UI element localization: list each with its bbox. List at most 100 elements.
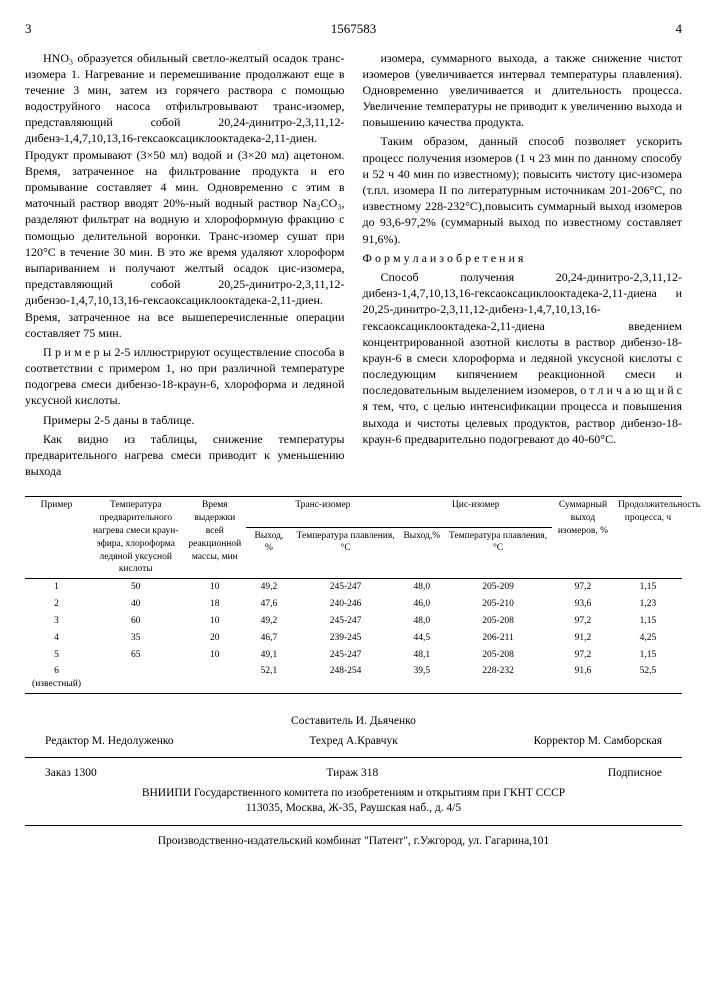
- cell: 93,6: [552, 596, 614, 613]
- cell: 91,2: [552, 630, 614, 647]
- editor: Редактор М. Недолуженко: [45, 734, 174, 750]
- th: Температура плавления,°С: [292, 527, 400, 579]
- formula-text: Способ получения 20,24-динитро-2,3,11,12…: [363, 269, 683, 447]
- formula-title: Ф о р м у л а и з о б р е т е н и я: [363, 250, 683, 266]
- cell: 48,0: [399, 579, 444, 596]
- cell: 10: [183, 613, 246, 630]
- th: Температура предварительного нагрева сме…: [88, 497, 183, 579]
- table-row: 1501049,2245-24748,0205-20997,21,15: [25, 579, 682, 596]
- cell: 1,15: [614, 579, 682, 596]
- corrector: Корректор М. Самборская: [534, 734, 662, 750]
- tehred: Техред А.Кравчук: [309, 734, 398, 750]
- cell: 97,2: [552, 579, 614, 596]
- footer: Составитель И. Дьяченко Редактор М. Недо…: [25, 714, 682, 849]
- cell: 205-208: [444, 647, 552, 664]
- th: Транс-изомер: [246, 497, 399, 527]
- page-num-left: 3: [25, 20, 32, 38]
- cell: 1: [25, 579, 88, 596]
- order: Заказ 1300: [45, 766, 97, 782]
- cell: 228-232: [444, 663, 552, 693]
- cell: 1,23: [614, 596, 682, 613]
- cell: 44,5: [399, 630, 444, 647]
- left-column: HNO₃ образуется обильный светло-желтый о…: [25, 50, 345, 483]
- th: Время выдержки всей реакционной массы, м…: [183, 497, 246, 579]
- results-table: Пример Температура предварительного нагр…: [25, 496, 682, 694]
- th: Суммарный выход изомеров, %: [552, 497, 614, 579]
- cell: 40: [88, 596, 183, 613]
- page-header: 3 1567583 4: [25, 20, 682, 38]
- cell: 245-247: [292, 613, 400, 630]
- printer: Производственно-издательский комбинат "П…: [25, 834, 682, 850]
- th: Цис-изомер: [399, 497, 551, 527]
- cell: 5: [25, 647, 88, 664]
- cell: 97,2: [552, 613, 614, 630]
- table-row: 3601049,2245-24748,0205-20897,21,15: [25, 613, 682, 630]
- text-columns: HNO₃ образуется обильный светло-желтый о…: [25, 50, 682, 483]
- address: 113035, Москва, Ж-35, Раушская наб., д. …: [25, 801, 682, 817]
- cell: 205-210: [444, 596, 552, 613]
- th: Выход, %: [246, 527, 292, 579]
- cell: [88, 663, 183, 693]
- cell: [183, 663, 246, 693]
- para: Таким образом, данный способ позволяет у…: [363, 133, 683, 246]
- table-body: 1501049,2245-24748,0205-20997,21,1524018…: [25, 579, 682, 694]
- cell: 205-208: [444, 613, 552, 630]
- cell: 48,0: [399, 613, 444, 630]
- cell: 245-247: [292, 647, 400, 664]
- cell: 248-254: [292, 663, 400, 693]
- table-row: 5651049,1245-24748,1205-20897,21,15: [25, 647, 682, 664]
- table-head: Пример Температура предварительного нагр…: [25, 497, 682, 579]
- cell: 50: [88, 579, 183, 596]
- cell: 49,1: [246, 647, 292, 664]
- para: HNO₃ образуется обильный светло-желтый о…: [25, 50, 345, 341]
- tirazh: Тираж 318: [326, 766, 378, 782]
- cell: 20: [183, 630, 246, 647]
- cell: 60: [88, 613, 183, 630]
- cell: 6 (известный): [25, 663, 88, 693]
- cell: 65: [88, 647, 183, 664]
- table-row: 2401847,6240-24646,0205-21093,61,23: [25, 596, 682, 613]
- cell: 3: [25, 613, 88, 630]
- cell: 46,0: [399, 596, 444, 613]
- cell: 245-247: [292, 579, 400, 596]
- th: Продолжительность процесса, ч: [614, 497, 682, 579]
- cell: 1,15: [614, 613, 682, 630]
- cell: 240-246: [292, 596, 400, 613]
- th: Выход,%: [399, 527, 444, 579]
- cell: 47,6: [246, 596, 292, 613]
- org: ВНИИПИ Государственного комитета по изоб…: [25, 786, 682, 802]
- cell: 4: [25, 630, 88, 647]
- right-column: изомера, суммарного выхода, а также сниж…: [363, 50, 683, 483]
- cell: 2: [25, 596, 88, 613]
- cell: 48,1: [399, 647, 444, 664]
- cell: 1,15: [614, 647, 682, 664]
- cell: 49,2: [246, 579, 292, 596]
- para: Как видно из таблицы, снижение температу…: [25, 431, 345, 480]
- composer: Составитель И. Дьяченко: [25, 714, 682, 730]
- cell: 4,25: [614, 630, 682, 647]
- subscribe: Подписное: [608, 766, 662, 782]
- cell: 205-209: [444, 579, 552, 596]
- cell: 52,1: [246, 663, 292, 693]
- cell: 46,7: [246, 630, 292, 647]
- th: Температура плавления,°С: [444, 527, 552, 579]
- para: Примеры 2-5 даны в таблице.: [25, 412, 345, 428]
- cell: 91,6: [552, 663, 614, 693]
- table-row: 6 (известный) 52,1248-25439,5228-23291,65…: [25, 663, 682, 693]
- cell: 206-211: [444, 630, 552, 647]
- cell: 97,2: [552, 647, 614, 664]
- cell: 10: [183, 579, 246, 596]
- cell: 49,2: [246, 613, 292, 630]
- para: П р и м е р ы 2-5 иллюстрируют осуществл…: [25, 344, 345, 409]
- patent-number: 1567583: [331, 20, 377, 38]
- para: изомера, суммарного выхода, а также сниж…: [363, 50, 683, 131]
- cell: 239-245: [292, 630, 400, 647]
- page-num-right: 4: [676, 20, 683, 38]
- cell: 39,5: [399, 663, 444, 693]
- cell: 52,5: [614, 663, 682, 693]
- cell: 18: [183, 596, 246, 613]
- cell: 10: [183, 647, 246, 664]
- table-row: 4352046,7239-24544,5206-21191,24,25: [25, 630, 682, 647]
- th: Пример: [25, 497, 88, 579]
- cell: 35: [88, 630, 183, 647]
